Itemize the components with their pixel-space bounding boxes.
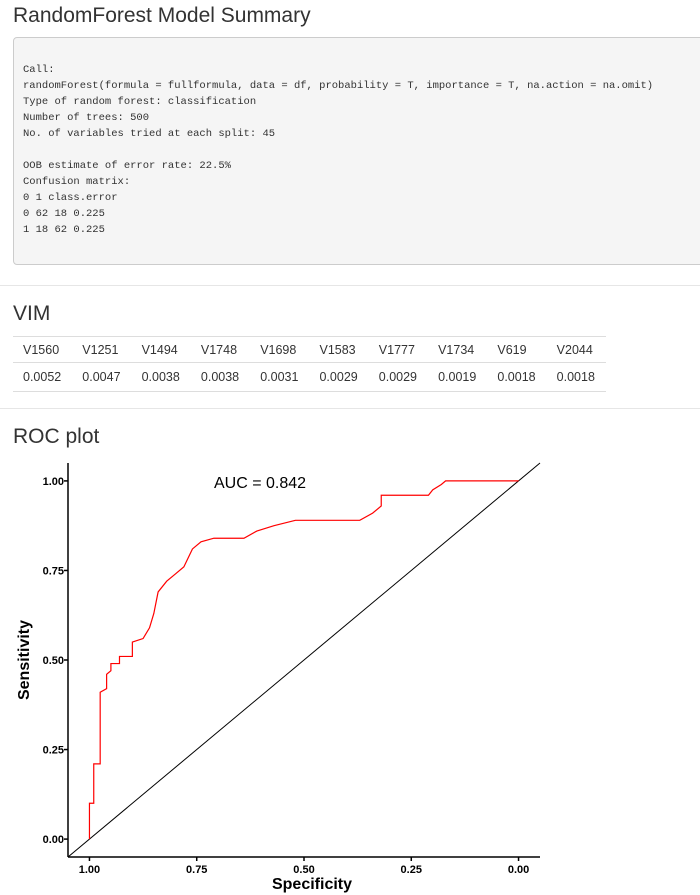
cell: 0.0029 — [368, 362, 429, 392]
y-tick-label: 0.25 — [43, 745, 64, 757]
spacer — [23, 142, 700, 158]
output-line: OOB estimate of error rate: 22.5% — [23, 160, 231, 172]
cell: 0.0047 — [72, 362, 132, 392]
cell: 0.0019 — [428, 362, 488, 392]
output-line: 1 18 62 0.225 — [23, 224, 105, 236]
column-header: V1777 — [368, 336, 429, 363]
value-row: 0.0052 0.0047 0.0038 0.0038 0.0031 0.0029 0.00… — [13, 362, 606, 392]
x-tick-label: 1.00 — [79, 864, 100, 876]
reference-line — [67, 462, 541, 858]
divider — [0, 408, 700, 409]
output-line: Call: — [23, 64, 55, 76]
cell: 0.0031 — [250, 362, 310, 392]
summary-title: RandomForest Model Summary — [13, 4, 311, 27]
column-header: V1748 — [190, 336, 251, 363]
output-line: Type of random forest: classification — [23, 96, 257, 108]
y-axis-title: Sensitivity — [16, 620, 33, 700]
roc-title: ROC plot — [13, 425, 100, 448]
output-line: Number of trees: 500 — [23, 112, 150, 124]
y-tick-label: 0.00 — [43, 834, 64, 846]
output-line: randomForest(formula = fullformula, data… — [23, 80, 654, 92]
cell: 0.0038 — [190, 362, 251, 392]
cell: 0.0029 — [309, 362, 369, 392]
roc-chart: 0.00 0.25 0.50 0.75 1.00 1.00 0.75 0.50 0.25 0.00… — [16, 462, 541, 893]
column-header: V1560 — [13, 336, 73, 363]
y-tick-label: 0.75 — [43, 565, 64, 577]
column-header: V1698 — [250, 336, 310, 363]
column-header: V2044 — [546, 336, 606, 363]
column-header: V1734 — [428, 336, 488, 363]
column-header: V1251 — [72, 336, 132, 363]
x-tick-label: 0.75 — [186, 864, 207, 876]
output-line: Confusion matrix: — [23, 176, 131, 188]
x-tick-label: 0.25 — [401, 864, 422, 876]
x-axis-title: Specificity — [272, 876, 352, 893]
vim-title: VIM — [13, 302, 51, 325]
y-tick-label: 1.00 — [43, 476, 64, 488]
cell: 0.0018 — [546, 362, 606, 392]
cell: 0.0052 — [13, 362, 73, 392]
column-header: V1583 — [309, 336, 369, 363]
x-tick-label: 0.50 — [293, 864, 314, 876]
x-tick-label: 0.00 — [508, 864, 529, 876]
roc-curve — [88, 480, 519, 840]
column-header: V1494 — [131, 336, 191, 363]
output-line: 0 62 18 0.225 — [23, 208, 105, 220]
y-tick-label: 0.50 — [43, 655, 64, 667]
header-row: V1560 V1251 V1494 V1748 V1698 V1583 V1777 V1734… — [13, 336, 606, 363]
annotation: AUC = 0.842 — [214, 475, 306, 492]
vim-table: V1560 V1251 V1494 V1748 V1698 V1583 V1777 V1734… — [13, 336, 606, 392]
output-line: No. of variables tried at each split: 45 — [23, 128, 276, 140]
column-header: V619 — [487, 336, 547, 363]
cell: 0.0018 — [487, 362, 547, 392]
divider — [0, 285, 700, 286]
output-line: 0 1 class.error — [23, 192, 118, 204]
cell: 0.0038 — [131, 362, 191, 392]
summary-output: Call: randomForest(formula = fullformula,… — [13, 37, 700, 265]
